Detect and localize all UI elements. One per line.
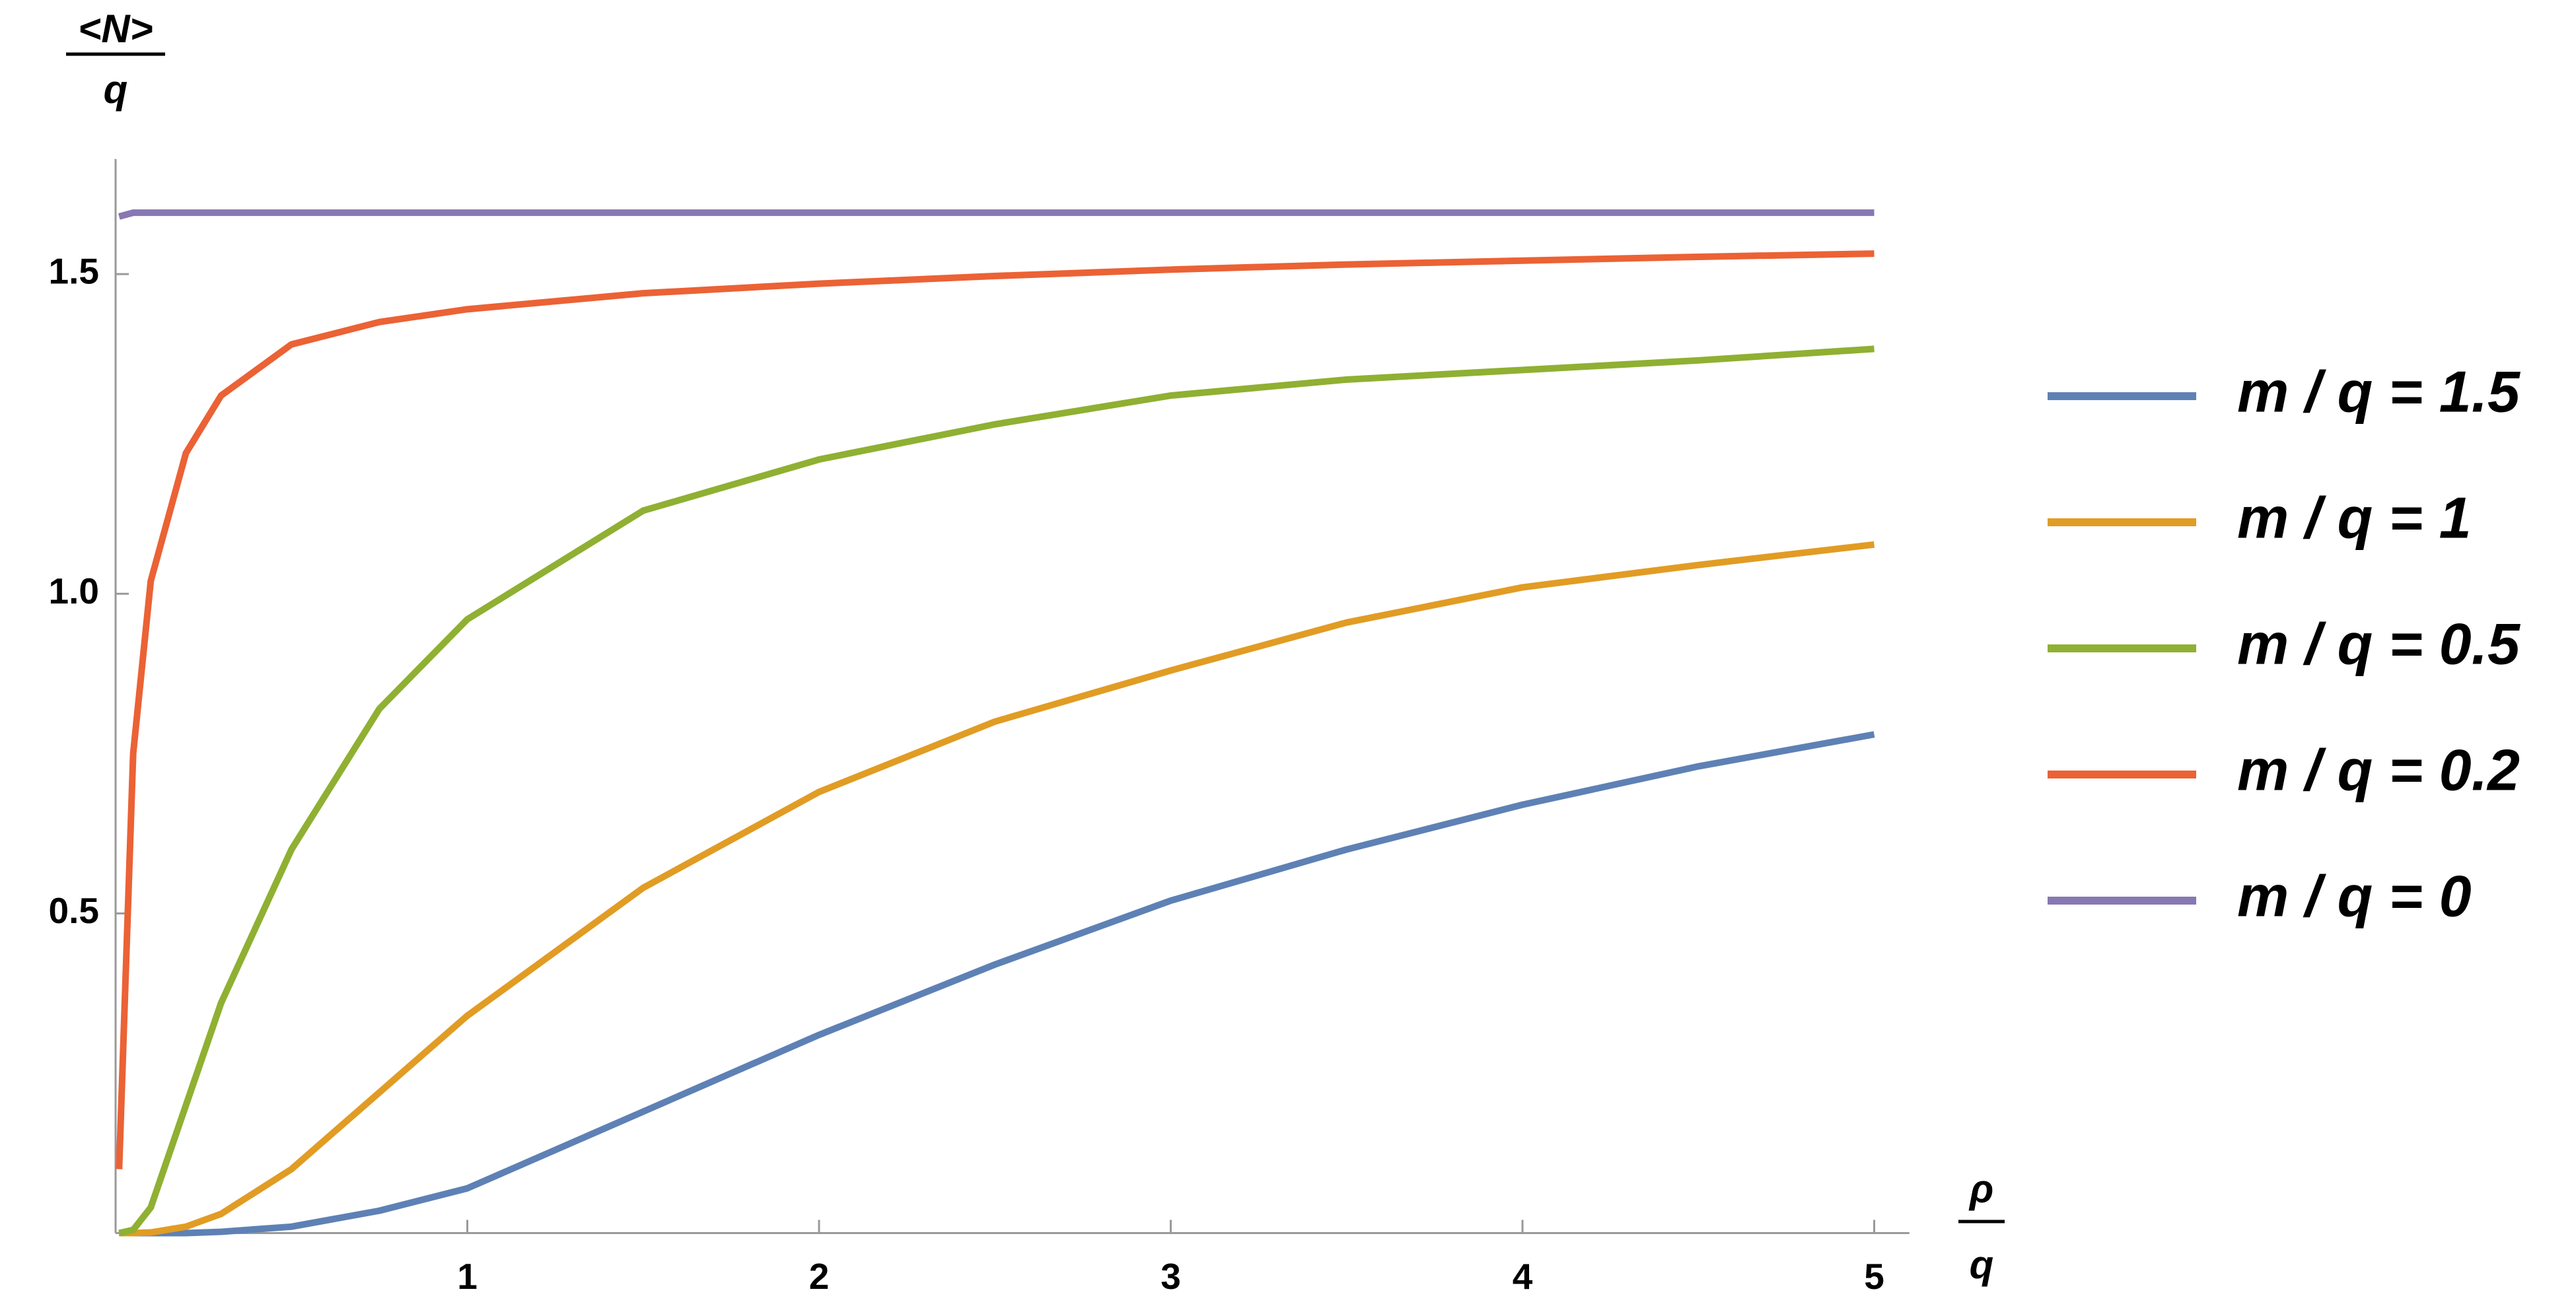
y-tick-label: 1.0 xyxy=(49,570,99,611)
legend-label: m / q = 0.5 xyxy=(2237,611,2521,676)
series-line xyxy=(119,731,1875,1237)
x-label-numerator: ρ xyxy=(1968,1167,1993,1211)
y-label-numerator: <N> xyxy=(78,7,153,51)
series-line xyxy=(118,209,1875,220)
y-tick-label: 0.5 xyxy=(49,890,99,931)
legend-label: m / q = 1.5 xyxy=(2237,359,2521,424)
series-line xyxy=(118,345,1875,1237)
legend-label: m / q = 0 xyxy=(2237,863,2472,928)
x-tick-label: 3 xyxy=(1161,1256,1181,1297)
y-tick-label: 1.5 xyxy=(49,251,99,292)
x-tick-label: 2 xyxy=(809,1256,830,1297)
y-label-denominator: q xyxy=(104,67,128,112)
x-tick-label: 5 xyxy=(1864,1256,1884,1297)
legend-label: m / q = 0.2 xyxy=(2237,737,2520,802)
x-tick-label: 1 xyxy=(457,1256,478,1297)
x-label-denominator: q xyxy=(1970,1243,1994,1287)
legend-label: m / q = 1 xyxy=(2237,485,2472,550)
series-line xyxy=(116,250,1875,1169)
series-line xyxy=(119,541,1875,1237)
x-tick-label: 4 xyxy=(1513,1256,1533,1297)
